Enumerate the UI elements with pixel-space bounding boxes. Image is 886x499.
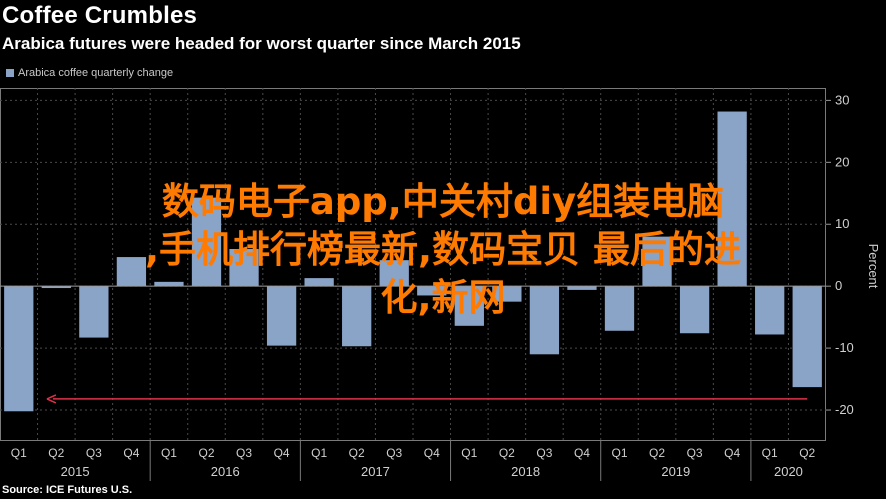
bar [417,286,447,296]
x-tick-label: Q1 [762,446,778,460]
bar [4,286,34,412]
y-tick-label: -20 [835,402,854,417]
x-tick-label: Q4 [123,446,139,460]
bar [604,286,635,331]
x-tick-label: Q3 [536,446,552,460]
x-tick-label: Q2 [198,446,214,460]
x-tick-label: Q2 [799,446,815,460]
bar [116,257,147,287]
bar [529,286,560,355]
bar [266,286,297,346]
x-tick-label: Q3 [236,446,252,460]
chart-title: Coffee Crumbles [2,2,198,29]
y-tick-label: 20 [835,154,849,169]
bar [567,286,597,290]
x-year-label: 2019 [661,464,690,479]
x-tick-label: Q1 [461,446,477,460]
bar [679,286,710,334]
x-tick-label: Q1 [161,446,177,460]
bar [642,236,672,287]
y-tick-label: 10 [835,216,849,231]
overlay-line: ,手机排行榜最新,数码宝贝 最后的进 [145,228,741,271]
bar [492,286,522,302]
bar [792,286,822,388]
x-tick-label: Q3 [386,446,402,460]
x-tick-label: Q3 [86,446,102,460]
chart-subtitle: Arabica futures were headed for worst qu… [2,34,521,53]
x-year-label: 2020 [774,464,803,479]
bar [454,286,484,326]
bar [229,249,259,287]
x-tick-label: Q1 [311,446,327,460]
y-tick-label: 30 [835,92,849,107]
bar [191,197,222,287]
x-tick-label: Q2 [48,446,64,460]
x-tick-label: Q2 [499,446,515,460]
x-tick-label: Q2 [349,446,365,460]
x-year-label: 2016 [211,464,240,479]
y-tick-label: 0 [835,278,842,293]
y-axis-label: Percent [866,244,881,289]
source-note: Source: ICE Futures U.S. [2,484,133,496]
bar [154,281,184,287]
bar [342,286,372,347]
x-tick-label: Q1 [11,446,27,460]
overlay-text: 数码电子app,中关村diy组装电脑 ,手机排行榜最新,数码宝贝 最后的进 化,… [0,178,886,322]
x-tick-label: Q3 [687,446,703,460]
bar [79,286,109,338]
annotation-arrow-head [46,394,57,404]
x-year-label: 2015 [61,464,90,479]
overlay-line: 数码电子app,中关村diy组装电脑 [161,180,725,223]
y-tick-label: -10 [835,340,854,355]
legend-swatch [6,69,14,77]
x-tick-label: Q4 [424,446,440,460]
x-year-label: 2017 [361,464,390,479]
bar [379,260,409,287]
overlay-line: 化,新网 [380,276,506,319]
bar [41,286,71,289]
bar [717,111,747,287]
x-tick-label: Q4 [724,446,740,460]
bar [755,286,785,335]
bar [304,278,334,287]
x-tick-label: Q4 [574,446,590,460]
x-year-label: 2018 [511,464,540,479]
legend: Arabica coffee quarterly change [6,67,173,79]
x-tick-label: Q2 [649,446,665,460]
x-tick-label: Q1 [611,446,627,460]
x-tick-label: Q4 [274,446,290,460]
legend-label: Arabica coffee quarterly change [18,67,174,79]
